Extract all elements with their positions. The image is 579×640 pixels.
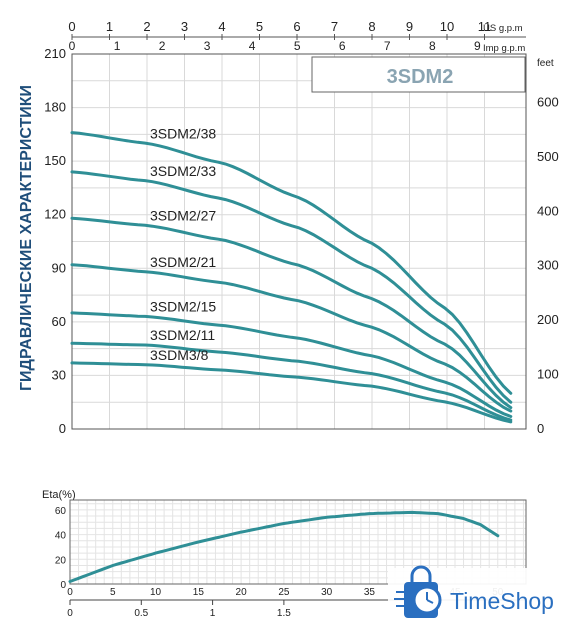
head-meters-tick-label: 0 — [59, 421, 66, 436]
flow-m3h-tick-label: 1.5 — [277, 608, 291, 619]
eta-axis-title: Eta(%) — [42, 489, 76, 501]
flow-lpm-tick-label: 35 — [364, 587, 376, 598]
flow-m3h-tick-label: 0 — [67, 608, 73, 619]
head-curve — [70, 131, 513, 395]
flow-lpm-tick-label: 25 — [278, 587, 290, 598]
head-feet-tick-label: 300 — [537, 258, 559, 273]
head-curve — [70, 341, 513, 422]
head-curves — [70, 131, 513, 424]
flow-lpm-tick-label: 15 — [193, 587, 205, 598]
flow-m3h-tick-labels: 0 0.5 1 1.5 — [67, 600, 291, 619]
imp-gpm-tick-label: 2 — [159, 39, 166, 53]
head-meters-tick-label: 210 — [44, 46, 66, 61]
us-gpm-tick-label: 4 — [218, 19, 225, 34]
imp-gpm-tick-label: 8 — [429, 39, 436, 53]
imp-gpm-unit: Imp g.p.m — [483, 43, 525, 54]
head-curve — [70, 263, 513, 413]
efficiency-curve — [68, 510, 500, 583]
flow-lpm-tick-label: 20 — [236, 587, 248, 598]
curve-label: 3SDM2/27 — [150, 208, 216, 224]
us-gpm-tick-label: 9 — [406, 19, 413, 34]
model-title-box: 3SDM2 — [311, 56, 526, 93]
curve-label: 3SDM2/33 — [150, 163, 216, 179]
head-meters-tick-label: 60 — [52, 314, 66, 329]
head-meters-tick-labels: 0 30 60 90 120 150 180 210 — [44, 46, 66, 436]
curve-label: 3SDM2/38 — [150, 126, 216, 142]
curve-label: 3SDM2/21 — [150, 254, 216, 270]
head-curve — [70, 361, 513, 424]
flow-m3h-tick-label: 1 — [210, 608, 216, 619]
us-gpm-tick-label: 0 — [68, 19, 75, 34]
head-curve — [70, 216, 513, 410]
imp-gpm-tick-label: 1 — [114, 39, 121, 53]
head-meters-tick-label: 180 — [44, 100, 66, 115]
head-feet-tick-label: 400 — [537, 203, 559, 218]
imp-gpm-tick-labels: 0 1 2 3 4 5 6 7 8 9 — [69, 39, 481, 53]
brand-name: TimeShop — [450, 588, 554, 614]
us-gpm-tick-label: 10 — [440, 19, 454, 34]
us-gpm-unit: US g.p.m — [483, 23, 523, 34]
us-gpm-tick-labels: 0 1 2 3 4 5 6 7 8 9 10 11 — [68, 19, 491, 40]
us-gpm-tick-label: 11 — [478, 19, 492, 34]
flow-lpm-tick-label: 0 — [67, 587, 73, 598]
imp-gpm-tick-label: 7 — [384, 39, 391, 53]
eta-chart-frame — [69, 499, 527, 585]
eta-tick-label: 40 — [55, 531, 67, 542]
eta-tick-label: 20 — [55, 555, 67, 566]
us-gpm-tick-label: 3 — [181, 19, 188, 34]
efficiency-line — [68, 510, 500, 583]
us-gpm-tick-label: 2 — [143, 19, 150, 34]
head-feet-tick-label: 200 — [537, 312, 559, 327]
head-feet-tick-labels: 0 100 200 300 400 500 600 — [537, 94, 559, 436]
y-axis-title: ГИДРАВЛИЧЕСКИЕ ХАРАКТЕРИСТИКИ — [18, 85, 35, 391]
us-gpm-tick-label: 8 — [368, 19, 375, 34]
imp-gpm-tick-label: 4 — [249, 39, 256, 53]
us-gpm-tick-label: 1 — [106, 19, 113, 34]
head-meters-tick-label: 120 — [44, 207, 66, 222]
head-curve — [70, 311, 513, 418]
curve-label: 3SDM2/11 — [150, 327, 215, 343]
head-meters-tick-label: 90 — [52, 260, 66, 275]
imp-gpm-tick-label: 0 — [69, 39, 76, 53]
feet-unit: feet — [537, 58, 554, 69]
us-gpm-tick-label: 6 — [293, 19, 300, 34]
curve-labels: 3SDM2/38 3SDM2/33 3SDM2/27 3SDM2/21 3SDM2/15… — [150, 126, 216, 363]
us-gpm-tick-label: 5 — [256, 19, 263, 34]
flow-lpm-tick-label: 30 — [321, 587, 333, 598]
head-meters-tick-label: 30 — [52, 367, 66, 382]
imp-gpm-tick-label: 3 — [204, 39, 211, 53]
flow-lpm-tick-label: 10 — [150, 587, 162, 598]
head-feet-tick-label: 100 — [537, 367, 559, 382]
model-title: 3SDM2 — [387, 66, 454, 88]
head-feet-tick-label: 0 — [537, 421, 544, 436]
imp-gpm-tick-label: 5 — [294, 39, 301, 53]
timeshop-watermark: TimeShop — [388, 565, 579, 640]
head-feet-tick-label: 600 — [537, 94, 559, 109]
head-feet-tick-label: 500 — [537, 149, 559, 164]
curve-label: 3SDM3/8 — [150, 347, 209, 363]
flow-m3h-tick-label: 0.5 — [134, 608, 148, 619]
imp-gpm-tick-label: 6 — [339, 39, 346, 53]
imp-gpm-tick-label: 9 — [474, 39, 481, 53]
flow-lpm-tick-label: 5 — [110, 587, 116, 598]
head-curve — [70, 170, 513, 404]
eta-tick-labels: 0 20 40 60 — [55, 506, 67, 591]
curve-label: 3SDM2/15 — [150, 299, 216, 315]
main-chart-frame — [71, 53, 527, 430]
us-gpm-tick-label: 7 — [331, 19, 338, 34]
eta-tick-label: 60 — [55, 506, 67, 517]
head-meters-tick-label: 150 — [44, 153, 66, 168]
eta-tick-label: 0 — [60, 580, 66, 591]
shopping-bag-clock-icon — [394, 565, 442, 618]
